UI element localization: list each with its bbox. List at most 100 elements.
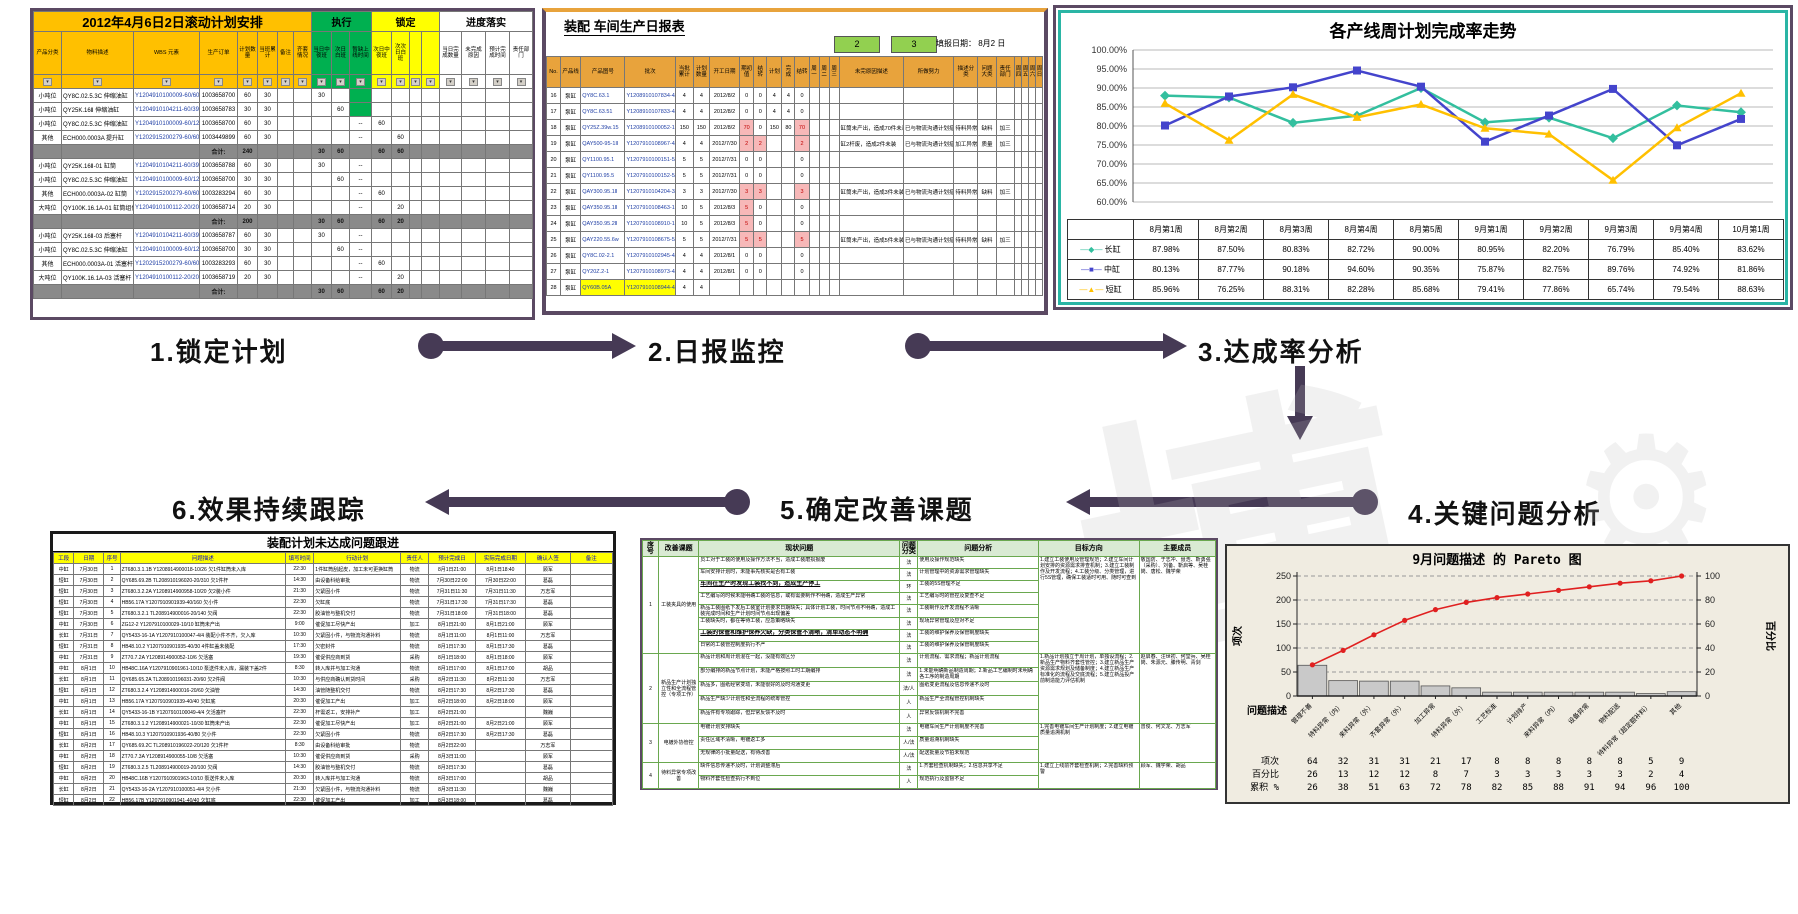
trend-data-table: 8月第1周 8月第2周 8月第3周 8月第4周 8月第5周 9月第1周 9月第2周 9月第3周… (1067, 219, 1784, 300)
svg-text:8: 8 (1494, 757, 1499, 767)
arrow-1-head (612, 333, 636, 359)
daily-data-row: 23泵缸QAY350.95.1ⅡY1207910108463-10/101052… (545, 199, 1044, 216)
svg-text:40: 40 (1705, 643, 1715, 653)
filter-dropdown-icon: ▾ (426, 77, 436, 86)
filter-dropdown-icon: ▾ (263, 77, 272, 86)
daily-data-row: 27泵缸QY20Z.2-1Y1207910108973-4/12442012/8… (545, 263, 1044, 280)
svg-text:80.00%: 80.00% (1096, 121, 1127, 131)
plan-table: 2012年4月6日2日滚动计划安排 执行 锁定 进度落实 产品分类 物料描述 WBS 元素生… (33, 11, 534, 299)
svg-text:其他: 其他 (1667, 701, 1683, 717)
daily-report-panel: 装配 车间生产日报表 2 3 填报日期： 8月2 日 No. 产品线 产品图号 批次当… (542, 8, 1048, 315)
step-2-label: 2.日报监控 (648, 337, 786, 367)
followup-data-row: 短缸 8月2日 22 HB56.17B Y1207910901941-40/40 欠缸… (52, 794, 614, 806)
daily-report-title: 装配 车间生产日报表 (564, 16, 685, 36)
svg-text:50: 50 (1281, 667, 1291, 677)
topics-item-row: 新品件有专项跟踪，但异常反馈不及时人异常反馈机制不完善 (643, 709, 1216, 724)
daily-table: No. 产品线 产品图号 批次 当批累计 计划数量 开工日期 期初值 结转 计划 完成 结转 周一 周二周… (545, 56, 1044, 296)
filter-dropdown-icon: ▾ (214, 77, 223, 86)
topics-item-row: 新品多，图纸经常变动，未能很好的及时沟通变更 法/人 图纸变更流程及信息传递不及时 (643, 681, 1216, 696)
svg-text:3: 3 (1587, 770, 1592, 780)
team-members: 赵启春、汪世初、何堂兵、吴桂岗、朱源元、滕传明、青剑 (1138, 653, 1217, 724)
plan-data-row: 小吨位 QY25K.16Ⅱ-01 缸筒 Y1204910104211-60/390 1… (33, 158, 534, 173)
trend-table-row: —◆— 长缸 87.98% 87.50% 80.83% 82.72% 90.00% 80.9… (1067, 239, 1784, 260)
plan-data-row: 小吨位 QY8C.02.5.3C 伸缩油缸 Y1204910100009-60/60… (33, 88, 534, 103)
svg-text:13: 13 (1338, 770, 1349, 780)
svg-text:项次: 项次 (1261, 755, 1279, 767)
svg-text:64: 64 (1307, 757, 1318, 767)
svg-text:90.00%: 90.00% (1096, 83, 1127, 93)
svg-text:0: 0 (1705, 691, 1710, 701)
plan-data-row: 其他 ECH000.0003A 提升缸 Y1202915200279-60/60 10… (33, 130, 534, 145)
trend-chart-title: 各产线周计划完成率走势 (1329, 22, 1517, 41)
daily-data-row: 24泵缸QAY350.95.2ⅡY1207910108910-10/101052… (545, 215, 1044, 232)
svg-text:91: 91 (1584, 783, 1595, 793)
svg-text:累积 %: 累积 % (1250, 781, 1279, 793)
svg-text:78: 78 (1461, 783, 1472, 793)
filter-dropdown-icon: ▾ (377, 77, 387, 86)
followup-data-row: 短缸 7月30日 2 QY685.69.2B TL208910196020-20/31… (52, 574, 614, 586)
step-6-label: 6.效果持续跟踪 (172, 495, 366, 525)
svg-text:31: 31 (1399, 757, 1410, 767)
svg-text:管理不善: 管理不善 (1289, 701, 1314, 726)
filter-dropdown-icon: ▾ (281, 77, 290, 86)
step-4-label: 4.关键问题分析 (1408, 499, 1602, 529)
svg-text:3: 3 (1556, 770, 1561, 780)
svg-text:32: 32 (1338, 757, 1349, 767)
filter-dropdown-icon: ▾ (298, 77, 307, 86)
followup-data-row: 长缸 8月2日 17 QY685.69.2C TL208910196022-20/12… (52, 739, 614, 751)
daily-data-row: 22 泵缸 QAY300.95.1Ⅱ Y1207910104204-3/3 3 3 2012… (545, 183, 1044, 200)
followup-data-row: 中缸 7月30日 1 ZT680.3.1.1B Y1208914900018-10/2… (52, 563, 614, 575)
svg-text:85: 85 (1522, 783, 1533, 793)
team-members: 敬国防、于志冲、聂浩、靳勇强（采购）、刘备、靳启等、吴桂岗、唐松、魏学荣 (1138, 556, 1217, 654)
topics-item-row: 3 电镀外协管控 电镀计划安排缺失法电镀车间生产计划制度不完善 1.完善电镀车间生产计… (641, 723, 1217, 763)
arrow-4-head (1066, 489, 1090, 515)
filter-dropdown-icon: ▾ (243, 77, 252, 86)
svg-text:17: 17 (1461, 757, 1472, 767)
svg-text:75.00%: 75.00% (1096, 140, 1127, 150)
plan-data-row: 小吨位 QY25K.16Ⅱ 伸缩油缸 Y1204910104211-60/390 10… (33, 102, 534, 117)
svg-text:100.00%: 100.00% (1091, 45, 1127, 55)
trend-chart-panel: 各产线周计划完成率走势 60.00% 65.00% 70.00% 75.00% 80.0… (1053, 5, 1793, 310)
followup-data-row: 长缸 8月1日 11 QY685.65.2A TL208910196031-20/60… (52, 673, 614, 685)
svg-text:物料配送: 物料配送 (1597, 701, 1622, 726)
legend-square-icon: —■— (1080, 265, 1102, 274)
followup-data-row: 中缸 8月2日 18 ZT70.7.3A Y1208914900055-10/8 欠活… (52, 750, 614, 762)
topics-item-row: 新品工装图纸下发后工装室计划要求日期缺失；具体计划工装，时间节点不明确，造成工装… (643, 604, 1216, 618)
svg-text:3: 3 (1617, 770, 1622, 780)
daily-data-row: 19泵缸QAY500-95-1ⅡY1207910108967-4/2344201… (545, 135, 1044, 152)
pareto-chart-panel: 9月问题描述 的 Pareto 图 0 20 40 60 80 100 0 50 100 150 20… (1225, 544, 1790, 804)
filter-dropdown-icon: ▾ (336, 77, 345, 86)
arrow-2-shaft (919, 341, 1165, 351)
svg-text:82: 82 (1492, 783, 1503, 793)
svg-text:12: 12 (1399, 770, 1410, 780)
svg-text:95.00%: 95.00% (1096, 64, 1127, 74)
followup-data-row: 短缸 8月2日 19 ZT680.3.2.5 TL208914900019-20/10… (52, 761, 614, 773)
svg-text:100: 100 (1673, 783, 1689, 793)
svg-text:工艺标准: 工艺标准 (1474, 701, 1499, 726)
topics-item-row: 日常的工装管控制度执行不严法工装的维护保养及保管制度缺失 (643, 641, 1216, 654)
svg-text:85.00%: 85.00% (1096, 102, 1127, 112)
svg-text:问题描述: 问题描述 (1247, 704, 1287, 717)
legend-label: —◆— 长缸 (1067, 239, 1134, 260)
filter-dropdown-icon: ▾ (396, 77, 406, 86)
svg-text:4: 4 (1679, 770, 1684, 780)
topics-table: 序号 改善课题 现状问题 问题分类 问题分析 目标方向 主要成员 1 工装夹具的使用 员工对于工装… (641, 540, 1217, 789)
svg-text:12: 12 (1369, 770, 1380, 780)
svg-text:3: 3 (1494, 770, 1499, 780)
topic-name: 工装夹具的使用 (658, 556, 700, 654)
svg-text:加工异常: 加工异常 (1412, 701, 1437, 726)
arrow-5-head (425, 489, 449, 515)
daily-data-row: 25 泵缸 QAY220.55.6w Y1207910108675-5/8 5 5 2012… (545, 231, 1044, 248)
followup-data-row: 中缸 8月1日 15 ZT680.3.1.2 Y1208914900021-10/30… (52, 717, 614, 729)
topic-name: 待料异常专项改善 (658, 762, 700, 789)
followup-data-row: 短缸 8月1日 16 HB48.10.3 Y1207910901936-40/80 欠… (52, 728, 614, 740)
followup-data-row: 短缸 7月31日 8 HB48.10.2 Y1207910901935-40/30 4… (52, 640, 614, 652)
svg-text:26: 26 (1307, 783, 1318, 793)
topics-item-row: 1 工装夹具的使用 员工对于工装的使用及操作方法不当，造成工装磨损报废法使用及操作规… (641, 556, 1217, 654)
followup-data-row: 中缸 7月31日 9 ZT70.7.2A Y1208914900052-10/6 欠活… (52, 651, 614, 663)
svg-text:设备异常: 设备异常 (1566, 701, 1591, 726)
arrow-2-head (1163, 333, 1187, 359)
filter-dropdown-icon: ▾ (356, 77, 366, 86)
plan-spreadsheet-panel: 2012年4月6日2日滚动计划安排 执行 锁定 进度落实 产品分类 物料描述 WBS 元素生… (30, 8, 535, 320)
